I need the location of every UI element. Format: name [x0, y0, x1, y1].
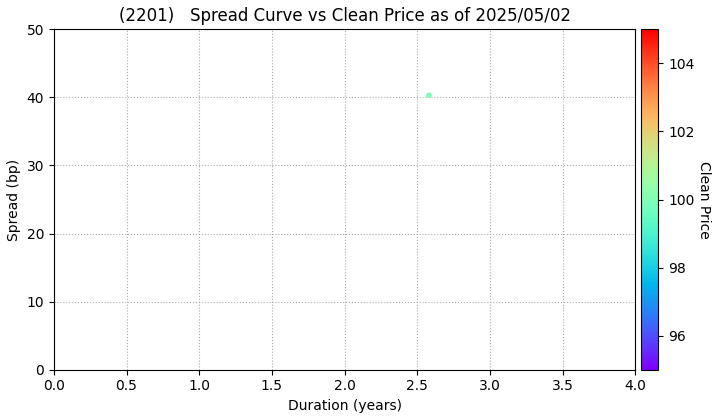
Y-axis label: Spread (bp): Spread (bp)	[7, 158, 21, 241]
Title: (2201)   Spread Curve vs Clean Price as of 2025/05/02: (2201) Spread Curve vs Clean Price as of…	[119, 7, 570, 25]
Y-axis label: Clean Price: Clean Price	[697, 161, 711, 239]
Point	[423, 92, 435, 99]
X-axis label: Duration (years): Duration (years)	[287, 399, 402, 413]
